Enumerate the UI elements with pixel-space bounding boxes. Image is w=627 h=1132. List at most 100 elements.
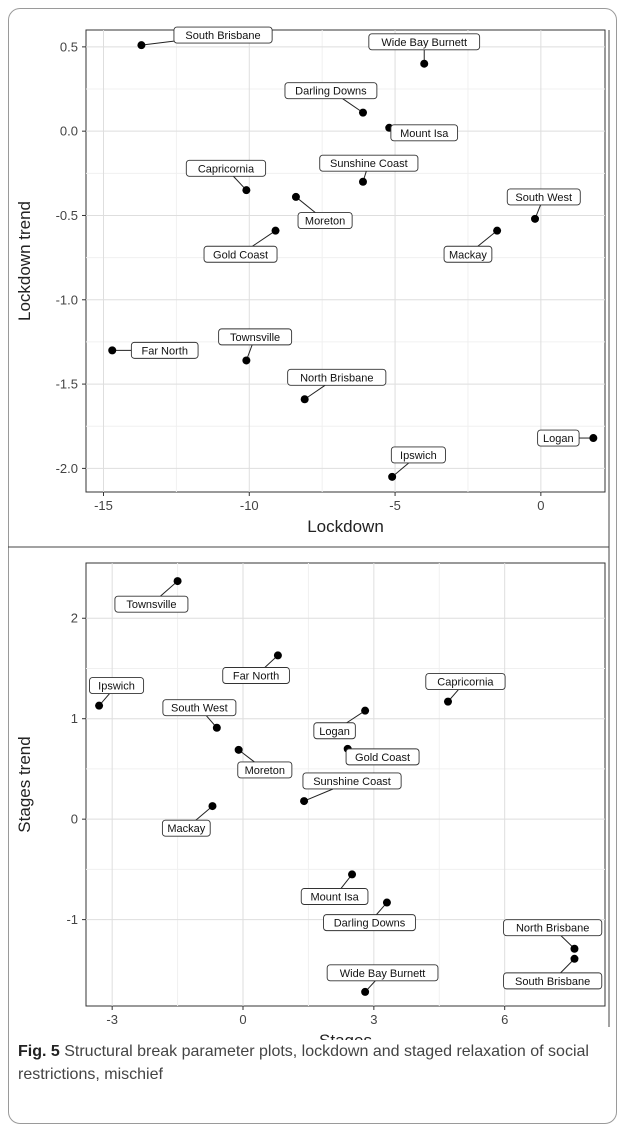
label-ipswich: Ipswich [98, 681, 135, 693]
point-sunshine-coast [358, 177, 367, 186]
label-box-darling-downs [284, 82, 378, 100]
label-box-logan [537, 429, 580, 447]
figure-number: Fig. 5 [18, 1043, 60, 1060]
label-logan: Logan [543, 433, 574, 445]
label-townsville: Townsville [126, 599, 176, 611]
point-south-west [212, 723, 221, 732]
label-box-logan [313, 722, 356, 740]
leader-line-north-brisbane [304, 384, 326, 400]
label-south-west: South West [515, 192, 572, 204]
plot-area [85, 29, 606, 493]
label-moreton: Moreton [305, 216, 345, 228]
label-gold-coast: Gold Coast [213, 249, 268, 261]
label-darling-downs: Darling Downs [295, 86, 367, 98]
stages-panel: -3 0 3 6 -1 0 1 2 Stages Stages trend Townsville Fa… [15, 562, 606, 1040]
point-wide-bay-burnett [420, 59, 429, 68]
x-axis-label: Lockdown [307, 517, 384, 536]
point-south-brisbane [570, 954, 579, 963]
y-axis-label: Stages trend [15, 736, 34, 832]
label-mount-isa: Mount Isa [400, 128, 449, 140]
label-box-south-west [506, 188, 581, 206]
point-mackay [208, 802, 217, 811]
x-tick-label: 3 [370, 1012, 377, 1027]
label-moreton: Moreton [245, 765, 285, 777]
y-tick-label: 1 [71, 711, 78, 726]
label-south-west: South West [171, 703, 228, 715]
x-axis-label: Stages [319, 1031, 372, 1040]
label-south-brisbane: South Brisbane [185, 30, 260, 42]
label-ipswich: Ipswich [400, 450, 437, 462]
y-tick-label: -1.5 [56, 377, 78, 392]
y-tick-label: -2.0 [56, 461, 78, 476]
point-north-brisbane [300, 395, 309, 404]
point-moreton [234, 745, 243, 754]
point-ipswich [95, 701, 104, 710]
x-tick-label: 0 [239, 1012, 246, 1027]
point-far-north [108, 346, 117, 355]
point-capricornia [443, 697, 452, 706]
x-tick-label: -5 [389, 498, 401, 513]
leader-line-darling-downs [342, 98, 364, 114]
label-darling-downs: Darling Downs [334, 918, 406, 930]
label-north-brisbane: North Brisbane [516, 923, 589, 935]
label-box-sunshine-coast [319, 154, 419, 172]
label-gold-coast: Gold Coast [355, 752, 410, 764]
point-capricornia [242, 186, 251, 195]
label-box-gold-coast [345, 748, 420, 766]
label-box-south-brisbane [173, 26, 273, 44]
label-box-mackay [161, 819, 211, 837]
point-wide-bay-burnett [361, 987, 370, 996]
label-box-capricornia [425, 673, 506, 690]
label-box-townsville [114, 595, 189, 613]
figure-caption: Fig. 5 Structural break parameter plots,… [18, 1040, 608, 1086]
label-box-capricornia [185, 159, 267, 177]
label-box-wide-bay-burnett [368, 33, 481, 51]
point-far-north [273, 651, 282, 660]
label-logan: Logan [319, 726, 350, 738]
label-far-north: Far North [141, 345, 187, 357]
label-capricornia: Capricornia [437, 677, 494, 689]
point-north-brisbane [570, 944, 579, 953]
label-box-moreton [297, 212, 353, 229]
y-tick-label: -1 [66, 912, 78, 927]
y-tick-label: 0 [71, 812, 78, 827]
label-box-wide-bay-burnett [326, 964, 439, 982]
label-south-brisbane: South Brisbane [515, 976, 590, 988]
y-tick-label: -1.0 [56, 292, 78, 307]
label-box-north-brisbane [503, 919, 603, 937]
figure-frame [8, 8, 617, 1124]
label-north-brisbane: North Brisbane [300, 372, 373, 384]
x-tick-label: 6 [501, 1012, 508, 1027]
label-mackay: Mackay [449, 249, 487, 261]
x-tick-label: 0 [537, 498, 544, 513]
leader-line-south-brisbane [141, 40, 175, 46]
x-tick-label: -15 [94, 498, 113, 513]
y-tick-label: 0.5 [60, 39, 78, 54]
label-mackay: Mackay [167, 823, 205, 835]
leader-line-mackay [477, 230, 498, 247]
figure-caption-text: Structural break parameter plots, lockdo… [18, 1043, 589, 1083]
point-logan [589, 434, 598, 443]
label-box-mount-isa [300, 888, 369, 905]
figure-charts: -15 -10 -5 0-2.0-1.5-1.0-0.50.00.5LockdownL… [8, 26, 610, 1040]
y-axis-label: Lockdown trend [15, 201, 34, 321]
label-box-moreton [237, 761, 293, 779]
point-south-west [531, 214, 540, 223]
lockdown-panel: -15 -10 -5 0 -2.0 -1.5 -1.0 -0.5 0.0 0.5 Lockdown L… [15, 26, 606, 536]
label-far-north: Far North [233, 671, 279, 683]
y-tick-label: 2 [71, 611, 78, 626]
point-logan [361, 706, 370, 715]
point-south-brisbane [137, 41, 146, 50]
label-box-darling-downs [323, 914, 416, 932]
x-tick-label: -3 [106, 1012, 118, 1027]
label-sunshine-coast: Sunshine Coast [330, 158, 408, 170]
leader-line-moreton [295, 196, 316, 213]
label-box-townsville [218, 328, 293, 346]
label-box-far-north [130, 341, 199, 359]
label-box-north-brisbane [287, 368, 387, 386]
point-townsville [173, 577, 182, 586]
point-darling-downs [382, 898, 391, 907]
label-box-ipswich [89, 677, 145, 695]
point-gold-coast [271, 226, 280, 235]
label-box-sunshine-coast [302, 772, 402, 790]
